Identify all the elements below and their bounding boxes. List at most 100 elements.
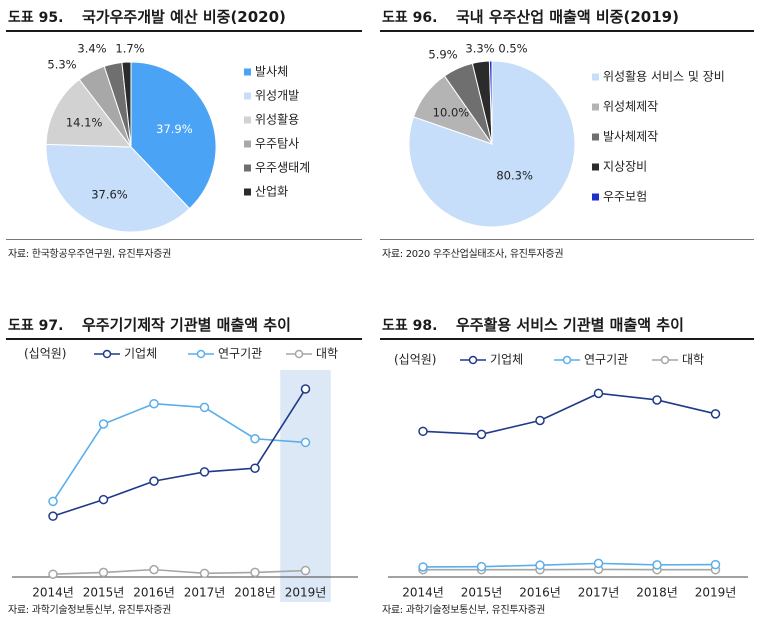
highlight-band: [280, 370, 331, 602]
legend-swatch: [244, 164, 251, 172]
x-tick-label: 2016년: [519, 586, 561, 600]
panel-title: 국가우주개발 예산 비중(2020): [82, 8, 286, 26]
pie-value-label: 80.3%: [496, 168, 533, 182]
data-point: [652, 395, 662, 405]
unit-label: (십억원): [394, 353, 436, 367]
data-point: [418, 562, 428, 572]
panel-title-bar: 도표 98. 우주활용 서비스 기관별 매출액 추이: [380, 312, 754, 340]
panel-title: 우주활용 서비스 기관별 매출액 추이: [456, 316, 684, 334]
pie-slice: [45, 78, 133, 148]
svg-text:대학: 대학: [316, 347, 338, 361]
pie-chart-industry: 80.3% 10.0% 5.9% 3.3% 0.5% 위성활용 서비스 및 장비위성체제작…: [408, 42, 725, 228]
legend-item: 대학: [286, 347, 338, 361]
svg-text:연구기관: 연구기관: [218, 347, 262, 361]
legend-swatch: [244, 68, 251, 76]
legend-swatch: [244, 92, 251, 100]
legend-label: 우주생태계: [255, 161, 310, 175]
x-tick-label: 2017년: [184, 586, 226, 600]
legend-item: 연구기관: [554, 353, 628, 367]
data-point: [149, 476, 159, 486]
x-tick-label: 2019년: [695, 586, 737, 600]
data-point: [300, 437, 311, 448]
unit-label: (십억원): [24, 347, 66, 361]
x-tick-label: 2014년: [32, 586, 74, 600]
line-chart-manufacturing: (십억원) 기업체 연구기관 대학 2014년 2015년 2016년 2017년 2018년 2…: [12, 347, 358, 602]
pie-slice: [45, 143, 191, 233]
legend-label: 지상장비: [603, 160, 647, 174]
x-tick-label: 2018년: [234, 586, 276, 600]
legend-label: 위성개발: [255, 89, 299, 103]
data-point: [593, 388, 604, 399]
panel-title-bar: 도표 96. 국내 우주산업 매출액 비중(2019): [380, 4, 754, 32]
data-point: [652, 560, 662, 570]
data-point: [149, 398, 159, 409]
panel-title: 우주기기제작 기관별 매출액 추이: [82, 316, 291, 334]
data-point: [48, 496, 58, 507]
svg-text:연구기관: 연구기관: [584, 353, 628, 367]
pie-value-label: 37.6%: [91, 188, 128, 202]
x-tick-label: 2015년: [83, 586, 125, 600]
data-point: [476, 429, 487, 440]
pie-value-label: 1.7%: [115, 42, 144, 56]
svg-text:기업체: 기업체: [490, 353, 523, 367]
data-point: [149, 564, 159, 575]
x-tick-label: 2014년: [402, 586, 444, 600]
legend-swatch: [592, 133, 599, 141]
legend-swatch: [592, 73, 599, 81]
data-point: [199, 568, 210, 579]
chart-panel-96: 도표 96. 국내 우주산업 매출액 비중(2019) 80.3% 10.0% 5.…: [380, 4, 754, 266]
svg-text:기업체: 기업체: [124, 347, 157, 361]
legend-swatch: [592, 103, 599, 111]
data-point: [98, 494, 109, 505]
data-point: [250, 463, 260, 473]
series-line: [422, 562, 716, 568]
pie-chart-budget: 37.9% 37.6% 14.1% 5.3%3.4% 1.7% 발사체위성개발위성활용우주…: [45, 42, 310, 233]
series-line: [52, 568, 306, 576]
legend-label: 산업화: [255, 185, 288, 199]
data-point: [476, 561, 487, 572]
series-line: [52, 388, 307, 517]
data-point: [300, 384, 311, 394]
line-chart-services: (십억원) 기업체 연구기관 대학 2014년 2015년 2016년 2017년 2018년 2…: [388, 353, 748, 600]
pie-slice: [130, 61, 217, 210]
pie-value-label: 14.1%: [66, 115, 103, 129]
legend-label: 위성활용 서비스 및 장비: [603, 70, 725, 84]
panel-title-bar: 도표 97. 우주기기제작 기관별 매출액 추이: [6, 312, 362, 340]
legend-item: 기업체: [460, 353, 523, 367]
legend-label: 발사체: [255, 65, 288, 79]
legend-swatch: [244, 116, 251, 124]
pie-value-label: 37.9%: [156, 122, 193, 136]
panel-number: 도표 97.: [8, 318, 64, 334]
x-tick-label: 2015년: [461, 586, 503, 600]
pie-value-label: 5.9%: [428, 48, 457, 62]
x-tick-label: 2017년: [578, 586, 620, 600]
pie-value-label: 5.3%: [47, 58, 76, 72]
legend-swatch: [244, 140, 251, 148]
pie-value-label: 0.5%: [498, 42, 527, 56]
pie-slice: [121, 61, 132, 148]
chart-panel-95: 도표 95. 국가우주개발 예산 비중(2020) 37.9% 37.6% 14.1…: [6, 4, 362, 266]
x-tick-label: 2018년: [636, 586, 678, 600]
legend-label: 우주보험: [603, 190, 647, 204]
chart-panel-97: 도표 97. 우주기기제작 기관별 매출액 추이 (십억원) 기업체 연구기관 대학 2…: [6, 312, 362, 618]
series-line: [422, 392, 716, 436]
panel-title-bar: 도표 95. 국가우주개발 예산 비중(2020): [6, 4, 362, 32]
chart-source: 자료: 2020 우주산업실태조사, 유진투자증권: [382, 249, 564, 260]
legend-item: 연구기관: [188, 347, 262, 361]
data-point: [98, 419, 109, 429]
panel-title: 국내 우주산업 매출액 비중(2019): [456, 8, 679, 26]
x-tick-label: 2019년: [285, 586, 327, 600]
pie-value-label: 10.0%: [433, 105, 470, 119]
x-tick-label: 2016년: [133, 586, 175, 600]
legend-swatch: [592, 193, 599, 201]
chart-source: 자료: 한국항공우주연구원, 유진투자증권: [8, 249, 172, 260]
panel-number: 도표 96.: [382, 10, 438, 26]
data-point: [199, 402, 210, 413]
data-point: [250, 433, 260, 444]
panel-number: 도표 95.: [8, 10, 64, 26]
data-point: [710, 409, 721, 419]
legend-item: 기업체: [94, 347, 157, 361]
pie-value-label: 3.4%: [77, 42, 106, 56]
data-point: [535, 415, 545, 426]
data-point: [48, 511, 58, 521]
